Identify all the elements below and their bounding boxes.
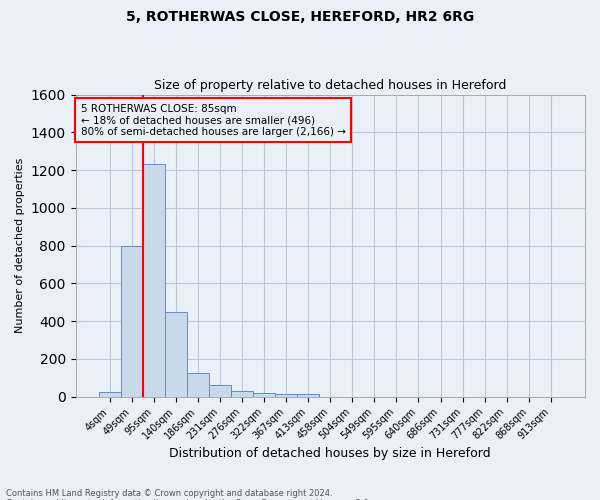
- Bar: [253, 393, 275, 396]
- Bar: [143, 164, 165, 396]
- X-axis label: Distribution of detached houses by size in Hereford: Distribution of detached houses by size …: [169, 447, 491, 460]
- Bar: [187, 373, 209, 396]
- Bar: [209, 386, 231, 396]
- Y-axis label: Number of detached properties: Number of detached properties: [15, 158, 25, 334]
- Bar: [165, 312, 187, 396]
- Text: 5 ROTHERWAS CLOSE: 85sqm
← 18% of detached houses are smaller (496)
80% of semi-: 5 ROTHERWAS CLOSE: 85sqm ← 18% of detach…: [80, 104, 346, 137]
- Bar: [297, 394, 319, 396]
- Bar: [231, 392, 253, 396]
- Bar: [98, 392, 121, 396]
- Bar: [121, 246, 143, 396]
- Bar: [275, 394, 297, 396]
- Title: Size of property relative to detached houses in Hereford: Size of property relative to detached ho…: [154, 79, 506, 92]
- Text: Contains public sector information licensed under the Open Government Licence v3: Contains public sector information licen…: [6, 498, 371, 500]
- Text: 5, ROTHERWAS CLOSE, HEREFORD, HR2 6RG: 5, ROTHERWAS CLOSE, HEREFORD, HR2 6RG: [126, 10, 474, 24]
- Text: Contains HM Land Registry data © Crown copyright and database right 2024.: Contains HM Land Registry data © Crown c…: [6, 488, 332, 498]
